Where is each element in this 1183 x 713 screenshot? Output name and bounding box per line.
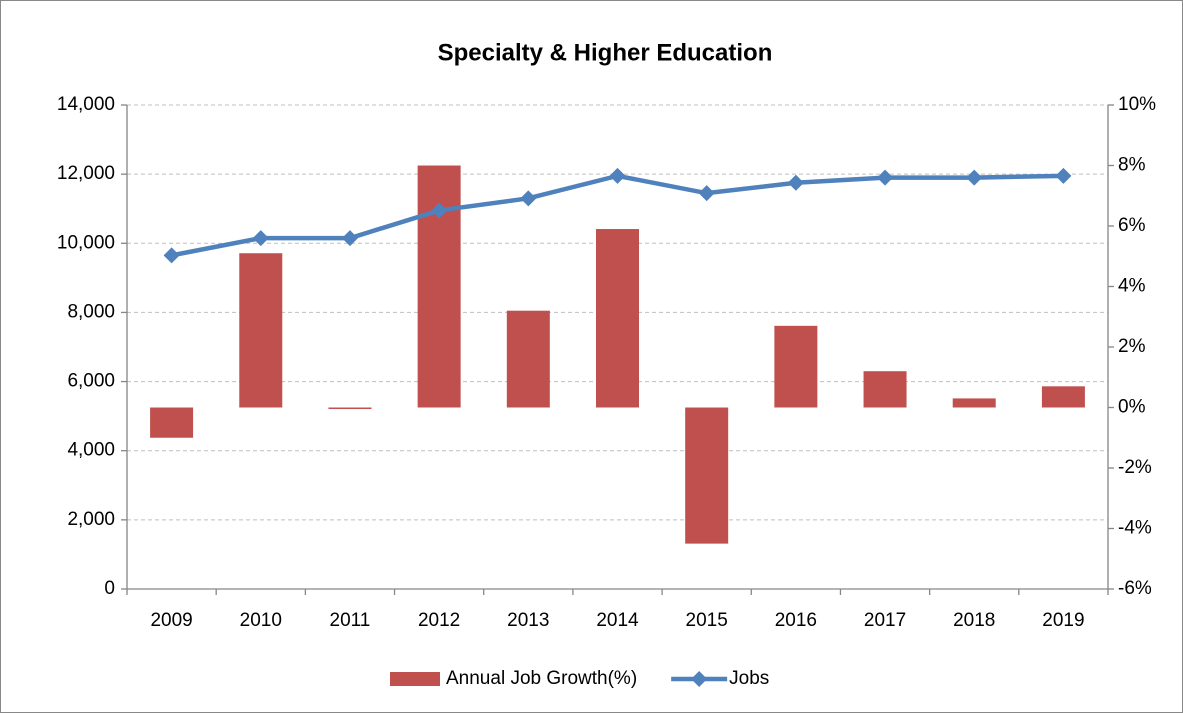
- bar: [417, 165, 461, 408]
- y-tick-label: 0: [104, 578, 115, 599]
- marker: [341, 230, 358, 247]
- bar: [863, 371, 907, 408]
- x-tick-label: 2019: [1042, 610, 1084, 631]
- y-tick-label: 6,000: [67, 371, 115, 392]
- marker: [431, 202, 448, 219]
- x-tick-label: 2013: [507, 610, 549, 631]
- y-tick-label: 14,000: [57, 94, 115, 115]
- legend-label: Annual Job Growth(%): [446, 668, 637, 689]
- bar: [150, 407, 194, 438]
- x-tick-label: 2016: [775, 610, 817, 631]
- y-tick-label: 12,000: [57, 163, 115, 184]
- x-tick-label: 2015: [686, 610, 728, 631]
- y-tick-label: 8,000: [67, 301, 115, 322]
- x-tick-label: 2010: [240, 610, 282, 631]
- y2-tick-label: -2%: [1118, 457, 1152, 478]
- marker: [966, 169, 983, 186]
- bar: [952, 398, 996, 408]
- y2-tick-label: 4%: [1118, 276, 1146, 297]
- marker: [787, 174, 804, 191]
- y-tick-label: 2,000: [67, 509, 115, 530]
- legend-marker: [691, 671, 708, 687]
- y2-tick-label: -6%: [1118, 578, 1152, 599]
- bar: [596, 229, 639, 408]
- marker: [520, 190, 537, 207]
- x-tick-label: 2009: [150, 610, 192, 631]
- bar: [239, 253, 283, 408]
- x-tick-label: 2014: [596, 610, 639, 631]
- y2-tick-label: 10%: [1118, 94, 1156, 115]
- y2-tick-label: 2%: [1118, 336, 1146, 357]
- marker: [609, 167, 626, 184]
- y2-tick-label: 8%: [1118, 155, 1146, 176]
- marker: [1055, 167, 1072, 184]
- chart-title: Specialty & Higher Education: [438, 39, 773, 66]
- marker: [698, 185, 715, 202]
- y2-tick-label: 6%: [1118, 215, 1146, 236]
- bar: [506, 310, 550, 408]
- bar: [1041, 386, 1085, 408]
- x-tick-label: 2012: [418, 610, 460, 631]
- x-tick-label: 2017: [864, 610, 906, 631]
- y2-tick-label: -4%: [1118, 518, 1152, 539]
- x-tick-label: 2018: [953, 610, 995, 631]
- marker: [877, 169, 894, 186]
- legend-swatch: [390, 672, 440, 686]
- legend-label: Jobs: [729, 668, 769, 689]
- marker: [252, 230, 269, 247]
- bar: [328, 407, 372, 410]
- x-tick-label: 2011: [330, 610, 371, 631]
- y2-tick-label: 0%: [1118, 397, 1146, 418]
- bar: [774, 325, 818, 408]
- bar: [685, 407, 729, 544]
- y-tick-label: 10,000: [57, 232, 115, 253]
- y-tick-label: 4,000: [67, 440, 115, 461]
- marker: [163, 247, 180, 264]
